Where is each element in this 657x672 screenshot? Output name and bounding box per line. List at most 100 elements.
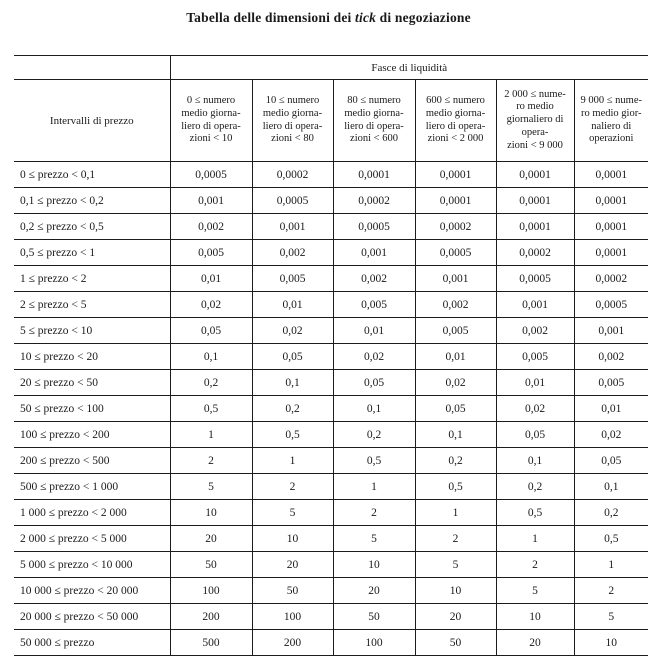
value-cell: 100 [169,577,252,604]
value-cell: 0,005 [573,369,649,396]
row-label-cell: 10 000 ≤ prezzo < 20 000 [14,577,170,604]
value-cell: 200 [251,629,333,656]
group-header-row: Fasce di liquidità [14,55,649,80]
row-label-cell: 0 ≤ prezzo < 0,1 [14,161,170,188]
value-cell: 0,01 [169,265,252,292]
band-header-cell: 80 ≤ numero medio giorna- liero di opera… [332,79,415,162]
table-body: 0 ≤ prezzo < 0,1 0,0005 0,0002 0,0001 0,… [14,161,649,656]
value-cell: 0,2 [332,421,415,448]
table-row: 500 ≤ prezzo < 1 000 5 2 1 0,5 0,2 0,1 [14,473,649,500]
band-header-cell: 10 ≤ numero medio giorna- liero di opera… [251,79,333,162]
value-cell: 0,002 [251,239,333,266]
value-cell: 1 [495,525,574,552]
value-cell: 5 [573,603,649,630]
band-header-cell: 600 ≤ numero medio giorna- liero di oper… [414,79,496,162]
title-emphasis: tick [355,10,377,25]
value-cell: 10 [251,525,333,552]
value-cell: 1 [251,447,333,474]
value-cell: 0,0001 [573,239,649,266]
table-row: 20 000 ≤ prezzo < 50 000 200 100 50 20 1… [14,603,649,630]
value-cell: 10 [169,499,252,526]
value-cell: 0,0002 [495,239,574,266]
row-label-cell: 50 ≤ prezzo < 100 [14,395,170,422]
value-cell: 0,05 [573,447,649,474]
value-cell: 0,002 [414,291,496,318]
value-cell: 5 [251,499,333,526]
value-cell: 0,005 [495,343,574,370]
value-cell: 0,02 [573,421,649,448]
value-cell: 0,002 [573,343,649,370]
row-label-cell: 0,1 ≤ prezzo < 0,2 [14,187,170,214]
value-cell: 0,05 [414,395,496,422]
value-cell: 20 [169,525,252,552]
value-cell: 0,0001 [495,213,574,240]
value-cell: 0,0001 [495,187,574,214]
value-cell: 0,5 [169,395,252,422]
row-label-cell: 0,2 ≤ prezzo < 0,5 [14,213,170,240]
value-cell: 0,2 [169,369,252,396]
value-cell: 0,001 [414,265,496,292]
value-cell: 0,002 [332,265,415,292]
value-cell: 0,05 [169,317,252,344]
value-cell: 0,001 [332,239,415,266]
table-row: 10 ≤ prezzo < 20 0,1 0,05 0,02 0,01 0,00… [14,343,649,370]
value-cell: 0,01 [414,343,496,370]
column-header-row: Intervalli di prezzo 0 ≤ numero medio gi… [14,79,649,162]
value-cell: 2 [495,551,574,578]
value-cell: 0,0001 [495,161,574,188]
table-row: 1 000 ≤ prezzo < 2 000 10 5 2 1 0,5 0,2 [14,499,649,526]
tick-size-table: Fasce di liquidità Intervalli di prezzo … [14,55,649,656]
value-cell: 0,0001 [573,187,649,214]
row-label-cell: 20 ≤ prezzo < 50 [14,369,170,396]
value-cell: 0,02 [251,317,333,344]
value-cell: 0,05 [332,369,415,396]
table-row: 0,5 ≤ prezzo < 1 0,005 0,002 0,001 0,000… [14,239,649,266]
value-cell: 1 [332,473,415,500]
value-cell: 0,0005 [495,265,574,292]
table-row: 0 ≤ prezzo < 0,1 0,0005 0,0002 0,0001 0,… [14,161,649,188]
value-cell: 100 [332,629,415,656]
value-cell: 5 [332,525,415,552]
value-cell: 10 [495,603,574,630]
value-cell: 50 [414,629,496,656]
value-cell: 0,1 [414,421,496,448]
value-cell: 0,0005 [332,213,415,240]
table-row: 2 000 ≤ prezzo < 5 000 20 10 5 2 1 0,5 [14,525,649,552]
row-label-cell: 200 ≤ prezzo < 500 [14,447,170,474]
table-row: 2 ≤ prezzo < 5 0,02 0,01 0,005 0,002 0,0… [14,291,649,318]
value-cell: 10 [573,629,649,656]
table-row: 20 ≤ prezzo < 50 0,2 0,1 0,05 0,02 0,01 … [14,369,649,396]
value-cell: 0,01 [495,369,574,396]
value-cell: 0,1 [495,447,574,474]
value-cell: 5 [495,577,574,604]
value-cell: 0,0005 [573,291,649,318]
value-cell: 10 [332,551,415,578]
row-label-cell: 0,5 ≤ prezzo < 1 [14,239,170,266]
value-cell: 1 [414,499,496,526]
value-cell: 0,0005 [414,239,496,266]
table-row: 200 ≤ prezzo < 500 2 1 0,5 0,2 0,1 0,05 [14,447,649,474]
table-row: 5 ≤ prezzo < 10 0,05 0,02 0,01 0,005 0,0… [14,317,649,344]
table-row: 0,2 ≤ prezzo < 0,5 0,002 0,001 0,0005 0,… [14,213,649,240]
row-label-cell: 20 000 ≤ prezzo < 50 000 [14,603,170,630]
value-cell: 0,05 [251,343,333,370]
value-cell: 0,1 [573,473,649,500]
band-header-cell: 9 000 ≤ nume- ro medio gior- naliero di … [573,79,649,162]
row-label-cell: 2 000 ≤ prezzo < 5 000 [14,525,170,552]
value-cell: 0,05 [495,421,574,448]
row-label-cell: 2 ≤ prezzo < 5 [14,291,170,318]
value-cell: 1 [573,551,649,578]
table-row: 0,1 ≤ prezzo < 0,2 0,001 0,0005 0,0002 0… [14,187,649,214]
value-cell: 0,0002 [251,161,333,188]
value-cell: 0,2 [573,499,649,526]
value-cell: 0,5 [573,525,649,552]
table-header-rows: Fasce di liquidità Intervalli di prezzo … [14,55,649,162]
value-cell: 0,01 [251,291,333,318]
value-cell: 20 [332,577,415,604]
value-cell: 0,2 [495,473,574,500]
band-header-cell: 0 ≤ numero medio giorna- liero di opera-… [169,79,252,162]
value-cell: 0,5 [332,447,415,474]
value-cell: 0,0001 [414,161,496,188]
row-label-cell: 1 000 ≤ prezzo < 2 000 [14,499,170,526]
